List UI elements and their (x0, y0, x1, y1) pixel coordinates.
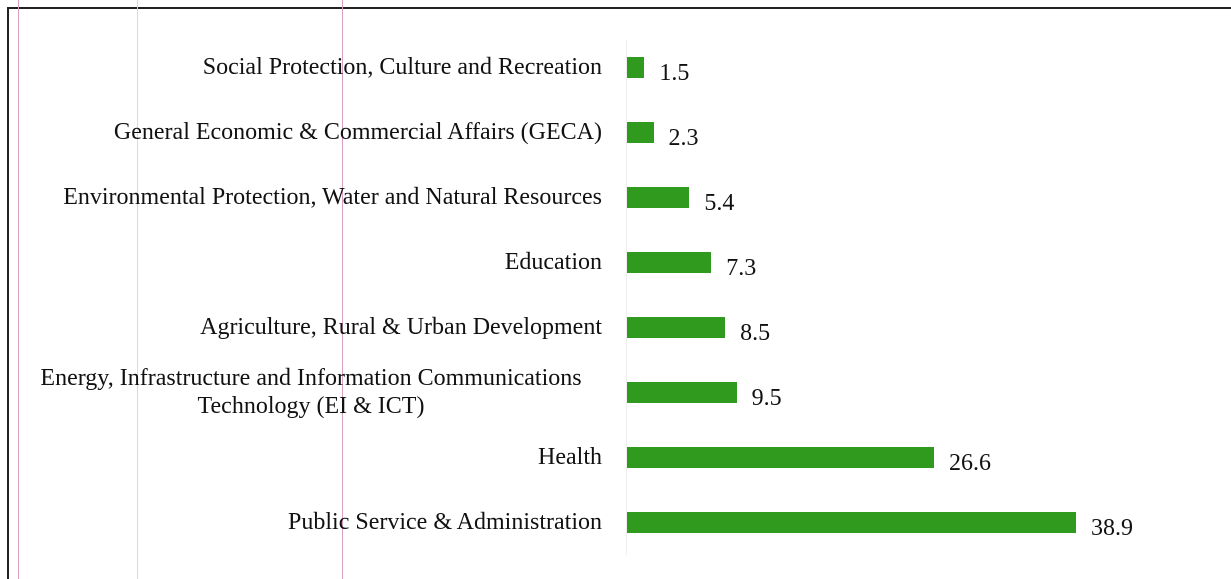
bar (627, 57, 645, 78)
category-label: Public Service & Administration (288, 509, 602, 535)
bar (627, 122, 654, 143)
bar (627, 512, 1076, 533)
frame-line (7, 7, 9, 579)
bar (627, 317, 726, 338)
category-label: Health (538, 444, 602, 470)
value-label: 8.5 (740, 320, 771, 346)
category-label-box: Energy, Infrastructure and Information C… (20, 352, 602, 432)
value-label: 38.9 (1091, 515, 1133, 541)
category-label: Agriculture, Rural & Urban Development (200, 314, 602, 340)
value-label: 2.3 (668, 125, 699, 151)
category-label: Energy, Infrastructure and Information C… (40, 365, 582, 419)
value-label: 5.4 (704, 190, 735, 216)
category-label-box: Health (20, 417, 602, 497)
value-label: 9.5 (751, 385, 782, 411)
category-label-box: Agriculture, Rural & Urban Development (20, 287, 602, 367)
category-label-box: General Economic & Commercial Affairs (G… (20, 92, 602, 172)
category-label: General Economic & Commercial Affairs (G… (113, 119, 602, 145)
ruler-line (137, 0, 138, 579)
category-axis (626, 40, 627, 555)
ruler-line (342, 0, 343, 579)
category-label-box: Social Protection, Culture and Recreatio… (20, 27, 602, 107)
bar (627, 187, 690, 208)
value-label: 1.5 (659, 60, 690, 86)
value-label: 7.3 (726, 255, 757, 281)
category-label-box: Education (20, 222, 602, 302)
frame-line (8, 7, 1231, 9)
category-label-box: Environmental Protection, Water and Natu… (20, 157, 602, 237)
bar (627, 252, 712, 273)
category-label: Education (504, 249, 602, 275)
category-label-box: Public Service & Administration (20, 482, 602, 562)
category-label: Social Protection, Culture and Recreatio… (202, 54, 602, 80)
ruler-line (18, 0, 19, 579)
value-label: 26.6 (949, 450, 992, 476)
bar (627, 447, 935, 468)
bar (627, 382, 737, 403)
category-label: Environmental Protection, Water and Natu… (63, 184, 602, 210)
